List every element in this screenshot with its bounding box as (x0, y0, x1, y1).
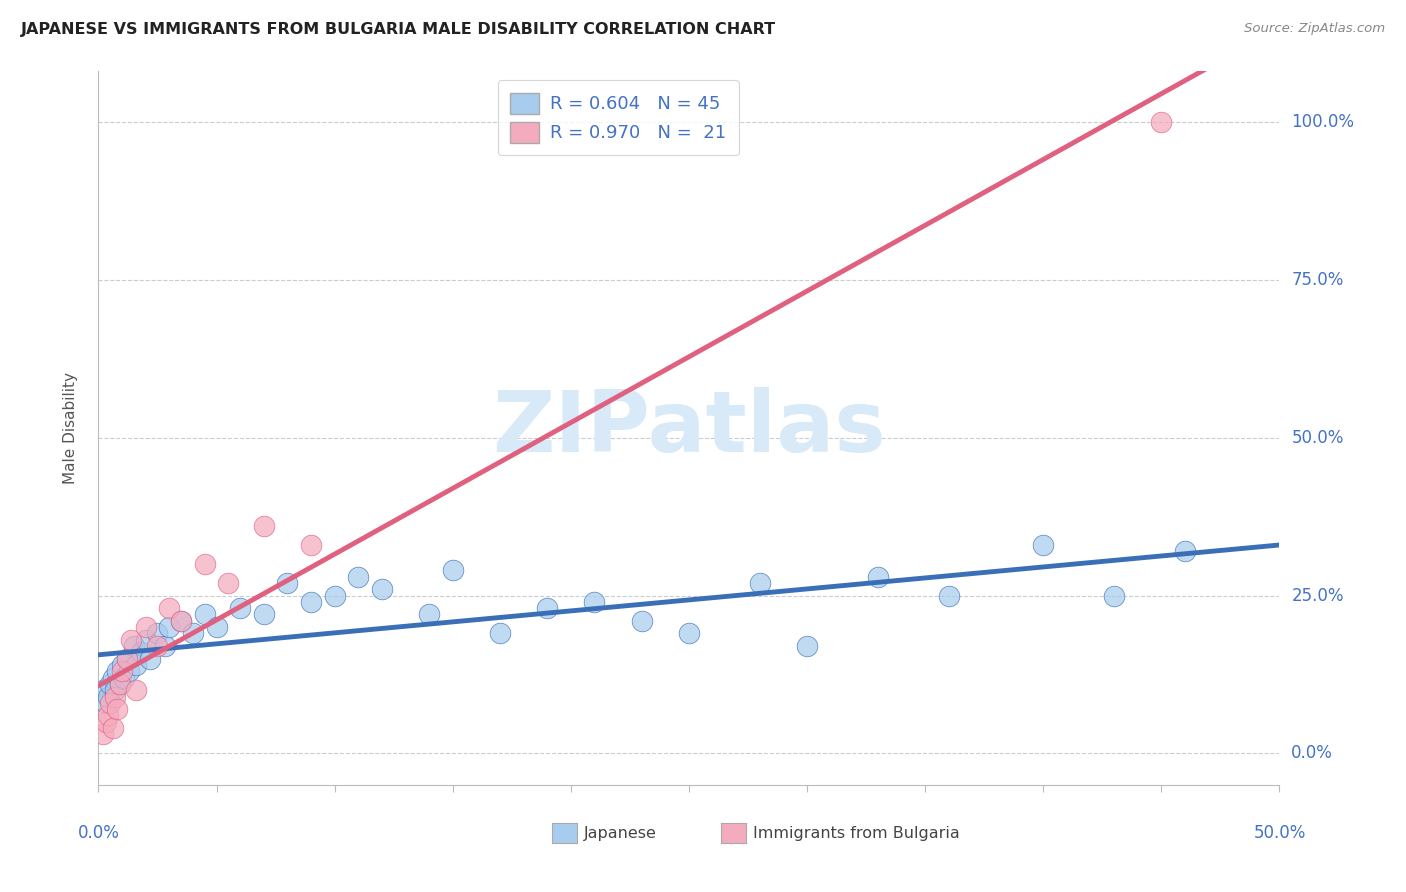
Point (91, 727, 114, 741)
Text: 0.0%: 0.0% (77, 824, 120, 842)
Point (276, 575, 298, 590)
Point (153, 639, 176, 653)
Point (97, 708, 120, 723)
Point (108, 677, 131, 691)
Point (205, 620, 228, 634)
Point (105, 702, 128, 716)
Point (105, 665, 128, 679)
Point (347, 569, 370, 583)
Point (108, 677, 131, 691)
Text: Japanese: Japanese (585, 826, 657, 840)
Point (229, 601, 252, 615)
Point (938, 589, 960, 603)
Point (135, 620, 157, 634)
Point (112, 671, 135, 685)
Point (121, 632, 143, 647)
Point (111, 665, 134, 679)
Text: 50.0%: 50.0% (1291, 429, 1344, 447)
Point (115, 651, 138, 665)
Point (94, 696, 117, 710)
Point (418, 607, 440, 622)
Text: 25.0%: 25.0% (1291, 587, 1344, 605)
Point (1174, 544, 1197, 558)
Point (94, 714, 117, 729)
Point (170, 614, 193, 628)
Point (146, 626, 169, 640)
Point (125, 683, 148, 698)
Text: 50.0%: 50.0% (1253, 824, 1306, 842)
Point (1102, 589, 1125, 603)
Point (122, 639, 145, 653)
Point (181, 626, 204, 640)
Point (1032, 538, 1054, 552)
Legend: R = 0.604   N = 45, R = 0.970   N =  21: R = 0.604 N = 45, R = 0.970 N = 21 (498, 80, 738, 155)
Point (217, 575, 239, 590)
Text: 100.0%: 100.0% (1291, 113, 1354, 131)
Text: ZIPatlas: ZIPatlas (492, 386, 886, 470)
Point (866, 569, 889, 583)
Point (299, 595, 322, 609)
Point (194, 557, 217, 571)
Point (170, 614, 193, 628)
Point (104, 690, 127, 704)
Text: Immigrants from Bulgaria: Immigrants from Bulgaria (754, 826, 960, 840)
Point (1150, 115, 1173, 129)
Point (101, 721, 124, 735)
Point (157, 620, 180, 634)
Point (104, 683, 127, 698)
Point (91, 683, 114, 698)
Point (98, 677, 121, 691)
Point (135, 632, 157, 647)
Text: 0.0%: 0.0% (1291, 745, 1333, 763)
Y-axis label: Male Disability: Male Disability (63, 372, 77, 484)
Point (115, 651, 138, 665)
Text: 75.0%: 75.0% (1291, 271, 1344, 289)
Point (98, 696, 121, 710)
Point (253, 519, 276, 533)
Point (371, 582, 394, 597)
Point (489, 626, 512, 640)
Point (101, 671, 124, 685)
Text: JAPANESE VS IMMIGRANTS FROM BULGARIA MALE DISABILITY CORRELATION CHART: JAPANESE VS IMMIGRANTS FROM BULGARIA MAL… (21, 22, 776, 37)
Point (796, 639, 818, 653)
Text: Source: ZipAtlas.com: Source: ZipAtlas.com (1244, 22, 1385, 36)
Point (630, 614, 652, 628)
Point (323, 589, 346, 603)
Point (157, 601, 180, 615)
Point (118, 665, 141, 679)
Point (97, 690, 120, 704)
Point (139, 651, 162, 665)
Point (299, 538, 322, 552)
Point (129, 645, 152, 659)
Point (583, 595, 606, 609)
Point (146, 639, 169, 653)
Point (111, 657, 134, 672)
Point (748, 575, 770, 590)
Point (441, 563, 464, 577)
Point (536, 601, 558, 615)
Point (194, 607, 217, 622)
Point (678, 626, 700, 640)
Point (253, 607, 276, 622)
Point (125, 657, 148, 672)
